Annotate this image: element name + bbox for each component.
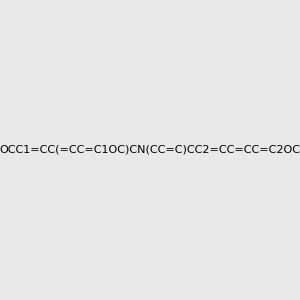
- Text: OCC1=CC(=CC=C1OC)CN(CC=C)CC2=CC=CC=C2OC: OCC1=CC(=CC=C1OC)CN(CC=C)CC2=CC=CC=C2OC: [0, 145, 300, 155]
